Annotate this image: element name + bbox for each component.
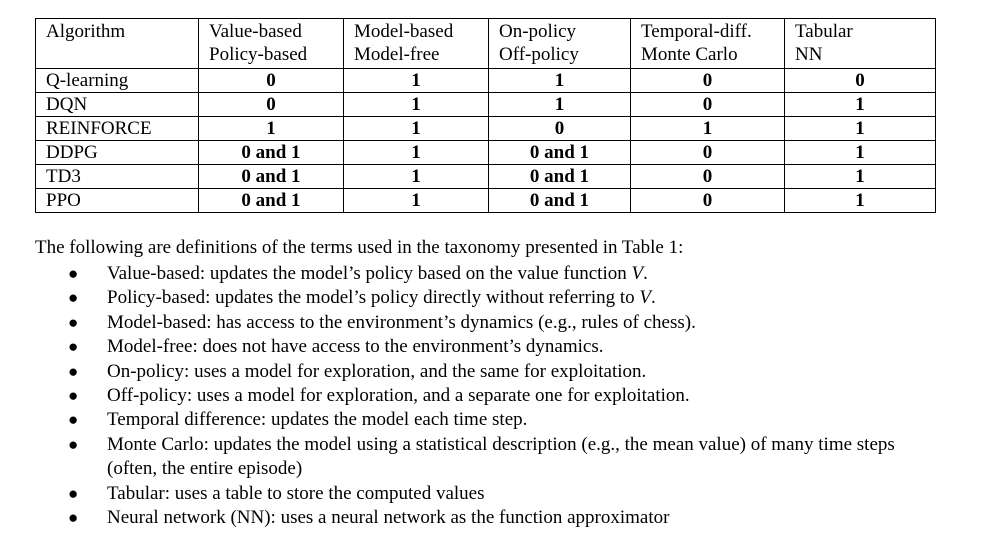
value-cell: 1 — [784, 92, 936, 117]
value-cell: 0 — [198, 68, 344, 93]
definition-text: Monte Carlo: updates the model using a s… — [107, 434, 895, 479]
value-cell: 0 — [488, 116, 631, 141]
definition-text: Off-policy: uses a model for exploration… — [107, 385, 690, 406]
value-cell: 1 — [343, 116, 489, 141]
value-cell: 0 and 1 — [198, 140, 344, 165]
value-cell: 1 — [343, 92, 489, 117]
definition-item: ● On-policy: uses a model for exploration… — [0, 360, 996, 384]
definition-text: Policy-based: updates the model’s policy… — [107, 287, 656, 308]
bullet-icon: ● — [68, 386, 79, 406]
header-tabular-nn: Tabular NN — [784, 18, 936, 69]
definition-item: ● Tabular: uses a table to store the comp… — [0, 482, 996, 506]
value-cell: 0 — [784, 68, 936, 93]
header-td-mc: Temporal-diff. Monte Carlo — [630, 18, 785, 69]
bullet-icon: ● — [68, 508, 79, 528]
table-header-row: Algorithm Value-based Policy-based Model… — [35, 18, 936, 69]
definition-text-main: Value-based: updates the model’s policy … — [107, 263, 632, 284]
algorithm-name-cell: REINFORCE — [35, 116, 199, 141]
definition-text: Model-based: has access to the environme… — [107, 312, 696, 333]
definition-text-main: Off-policy: uses a model for exploration… — [107, 385, 690, 407]
value-cell: 0 and 1 — [488, 140, 631, 165]
value-cell: 1 — [784, 116, 936, 141]
definition-text-tail: . — [651, 287, 656, 309]
bullet-icon: ● — [68, 361, 79, 381]
bullet-icon: ● — [68, 312, 79, 332]
definition-symbol: V — [631, 263, 644, 284]
value-cell: 0 and 1 — [198, 164, 344, 189]
definition-text-main: Monte Carlo: updates the model using a s… — [107, 433, 895, 480]
algorithm-name-cell: Q-learning — [35, 68, 199, 93]
definition-item: ● Temporal difference: updates the model … — [0, 408, 996, 432]
value-cell: 1 — [343, 68, 489, 93]
definitions-intro: The following are definitions of the ter… — [35, 237, 684, 258]
definition-text-main: Neural network (NN): uses a neural netwo… — [107, 507, 670, 529]
value-cell: 1 — [488, 68, 631, 93]
value-cell: 1 — [488, 92, 631, 117]
value-cell: 1 — [343, 140, 489, 165]
algorithm-name-cell: PPO — [35, 188, 199, 213]
value-cell: 0 — [198, 92, 344, 117]
definition-text-main: Model-free: does not have access to the … — [107, 336, 604, 358]
definition-item: ● Value-based: updates the model’s policy… — [0, 262, 996, 286]
header-model: Model-based Model-free — [343, 18, 489, 69]
header-policy-type: On-policy Off-policy — [488, 18, 631, 69]
value-cell: 0 — [630, 68, 785, 93]
bullet-icon: ● — [68, 264, 79, 283]
definition-item: ● Model-free: does not have access to the… — [0, 335, 996, 359]
definition-text-main: Model-based: has access to the environme… — [107, 311, 696, 333]
bullet-icon: ● — [68, 337, 79, 357]
header-algorithm: Algorithm — [35, 18, 199, 69]
algorithm-name-cell: DQN — [35, 92, 199, 117]
bullet-icon: ● — [68, 410, 79, 430]
definition-text: Temporal difference: updates the model e… — [107, 409, 527, 430]
table-row: Q-learning 0 1 1 0 0 — [35, 68, 936, 93]
definition-item: ● Off-policy: uses a model for exploratio… — [0, 384, 996, 408]
value-cell: 0 — [630, 140, 785, 165]
definition-text-main: Temporal difference: updates the model e… — [107, 409, 528, 431]
value-cell: 0 — [630, 92, 785, 117]
table-row: REINFORCE 1 1 0 1 1 — [35, 116, 936, 141]
value-cell: 1 — [784, 164, 936, 189]
definition-symbol: V — [639, 287, 652, 309]
table-row: DQN 0 1 1 0 1 — [35, 92, 936, 117]
header-value-policy: Value-based Policy-based — [198, 18, 344, 69]
bullet-icon: ● — [68, 434, 79, 454]
value-cell: 1 — [630, 116, 785, 141]
value-cell: 1 — [343, 164, 489, 189]
value-cell: 1 — [784, 140, 936, 165]
definition-text: Neural network (NN): uses a neural netwo… — [107, 507, 669, 528]
value-cell: 1 — [198, 116, 344, 141]
definition-text: On-policy: uses a model for exploration,… — [107, 361, 646, 382]
definition-text: Tabular: uses a table to store the compu… — [107, 483, 485, 504]
definition-text: Model-free: does not have access to the … — [107, 336, 604, 357]
definition-item: ● Policy-based: updates the model’s polic… — [0, 286, 996, 310]
value-cell: 0 — [630, 188, 785, 213]
definition-text-main: Tabular: uses a table to store the compu… — [107, 482, 485, 504]
algorithm-name-cell: TD3 — [35, 164, 199, 189]
value-cell: 1 — [343, 188, 489, 213]
value-cell: 0 and 1 — [488, 188, 631, 213]
definition-item: ● Neural network (NN): uses a neural netw… — [0, 506, 996, 530]
definitions-list: ● Value-based: updates the model’s policy… — [0, 262, 996, 530]
definition-text-tail: . — [643, 263, 648, 284]
bullet-icon: ● — [68, 288, 79, 308]
algorithm-name-cell: DDPG — [35, 140, 199, 165]
definition-text-main: Policy-based: updates the model’s policy… — [107, 287, 640, 309]
definition-text-main: On-policy: uses a model for exploration,… — [107, 360, 647, 382]
value-cell: 1 — [784, 188, 936, 213]
value-cell: 0 — [630, 164, 785, 189]
definition-item: ● Monte Carlo: updates the model using a … — [0, 433, 996, 482]
definition-item: ● Model-based: has access to the environm… — [0, 311, 996, 335]
taxonomy-table: Algorithm Value-based Policy-based Model… — [35, 18, 936, 213]
value-cell: 0 and 1 — [488, 164, 631, 189]
definition-text: Value-based: updates the model’s policy … — [107, 263, 648, 284]
bullet-icon: ● — [68, 483, 79, 503]
value-cell: 0 and 1 — [198, 188, 344, 213]
